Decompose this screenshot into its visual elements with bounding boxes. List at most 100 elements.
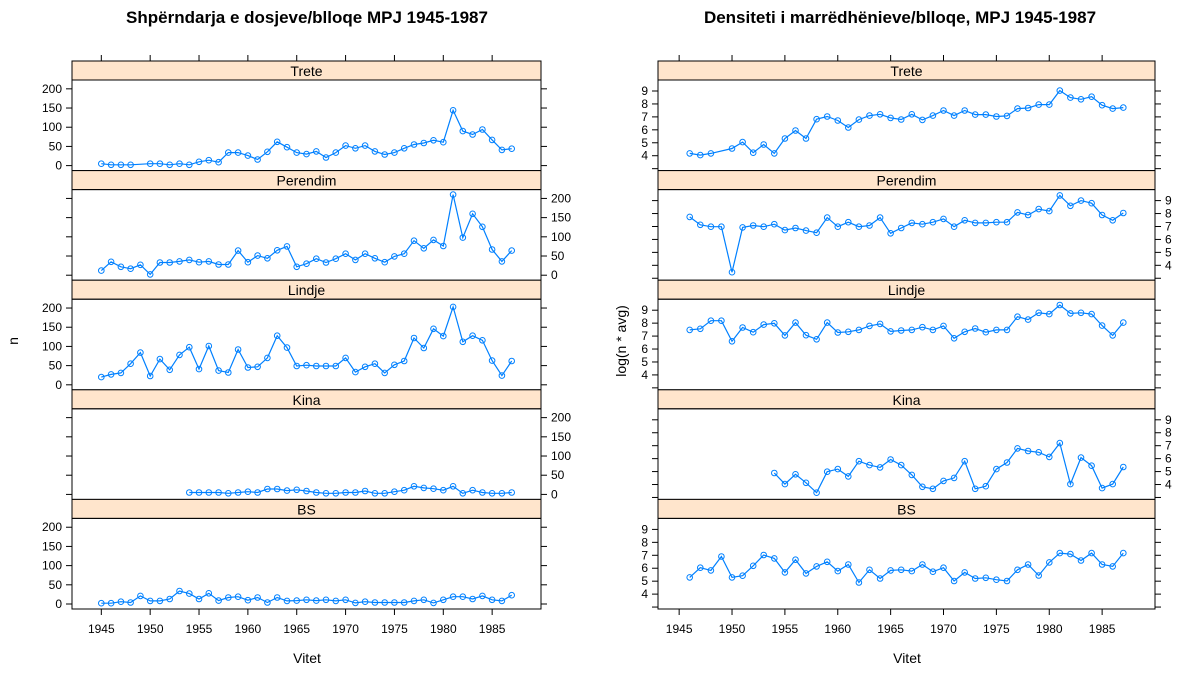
data-point [283, 487, 291, 494]
data-point [264, 354, 271, 362]
data-point [234, 489, 242, 496]
data-point [469, 210, 476, 218]
y-tick-label: 5 [1165, 245, 1172, 259]
data-point [508, 247, 516, 254]
data-point [322, 154, 330, 161]
data-point [718, 223, 725, 230]
data-point [845, 124, 852, 131]
data-point [749, 562, 757, 570]
data-point [332, 490, 340, 497]
data-point [728, 268, 736, 276]
panel-frame [657, 517, 1156, 610]
data-point [371, 490, 379, 497]
data-point [1056, 549, 1064, 557]
data-point [479, 337, 486, 344]
strip-label: Lindje [288, 282, 326, 298]
x-axis-title-left: Vitet [293, 650, 321, 666]
data-point [1014, 209, 1021, 216]
y-tick-label: 6 [641, 123, 648, 137]
data-point [961, 217, 969, 224]
data-point [908, 219, 916, 227]
data-point [420, 344, 428, 352]
data-point [254, 363, 261, 371]
data-point [342, 250, 349, 257]
data-point [391, 361, 398, 369]
x-tick-label: 1955 [186, 622, 213, 636]
data-point [845, 218, 852, 226]
data-point [264, 148, 271, 156]
x-tick-label: 1985 [1089, 622, 1116, 636]
data-point [342, 596, 349, 604]
data-point [686, 213, 694, 221]
data-point [176, 587, 183, 595]
data-point [244, 364, 252, 371]
chart-right: Densiteti i marrëdhënieve/blloqe, MPJ 19… [613, 8, 1172, 666]
data-point [156, 355, 164, 363]
data-point [866, 566, 873, 574]
data-point [440, 596, 447, 604]
y-tick-label: 5 [641, 136, 648, 150]
data-point [876, 320, 884, 328]
data-point [971, 325, 979, 332]
y-tick-label: 50 [551, 249, 565, 263]
y-tick-label: 4 [641, 149, 648, 163]
data-point [479, 489, 486, 496]
data-point [186, 161, 193, 169]
data-point [234, 346, 242, 353]
data-point [410, 483, 418, 490]
data-point [855, 579, 863, 586]
y-tick-label: 7 [1165, 219, 1172, 233]
data-point [887, 328, 894, 335]
data-point [352, 145, 359, 152]
data-point [215, 261, 222, 268]
data-point [950, 474, 958, 482]
data-point [718, 317, 725, 325]
data-point [264, 485, 271, 493]
data-point [1003, 112, 1011, 120]
data-point [410, 597, 418, 605]
data-point [781, 226, 789, 234]
strip-label: BS [297, 501, 316, 517]
data-point [371, 148, 379, 155]
panel-bs: BS 0 50 100 150 200 [42, 498, 547, 611]
strip-label: Perendim [877, 173, 937, 189]
panel-lindje: Lindje 0 50 100 150 200 [42, 279, 547, 392]
data-point [400, 357, 408, 365]
data-point [391, 149, 398, 156]
data-point [273, 594, 281, 601]
data-point [459, 338, 467, 346]
y-tick-label: 50 [551, 468, 565, 482]
data-point [971, 485, 979, 493]
data-point [823, 113, 831, 120]
y-tick-label: 4 [1165, 478, 1172, 492]
data-point [686, 326, 694, 334]
data-point [697, 151, 704, 159]
data-point [802, 479, 810, 487]
data-point [1056, 439, 1064, 447]
data-point [313, 255, 320, 263]
data-point [1067, 550, 1074, 558]
strip-label: Kina [292, 392, 320, 408]
data-point [897, 116, 905, 123]
data-point [929, 326, 937, 334]
data-point [897, 566, 905, 574]
y-tick-label: 100 [551, 449, 571, 463]
data-point [410, 141, 418, 148]
data-point [283, 243, 291, 250]
data-point [469, 332, 476, 340]
data-point [352, 599, 359, 607]
data-point [508, 145, 516, 152]
data-point [127, 360, 134, 368]
data-point [845, 561, 852, 568]
data-point [781, 569, 789, 576]
data-point [1003, 577, 1011, 585]
data-point [449, 303, 457, 311]
data-point [498, 146, 506, 154]
data-point [430, 599, 437, 607]
data-point [834, 465, 842, 473]
data-point [381, 369, 389, 377]
data-point [332, 255, 340, 263]
data-point [792, 471, 799, 478]
